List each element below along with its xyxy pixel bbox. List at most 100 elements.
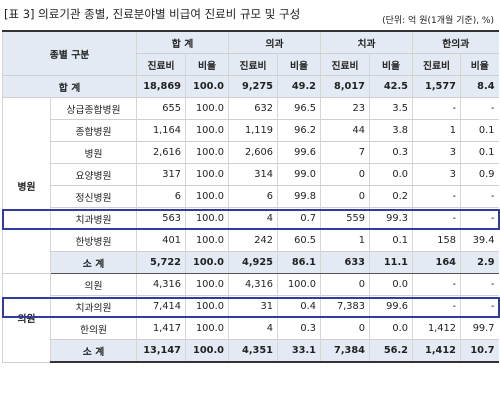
ratio-cell: - (459, 273, 499, 296)
ratio-cell: 39.4 (459, 229, 499, 252)
row-label: 병원 (50, 141, 137, 164)
header-sub-ratio: 비율 (277, 53, 321, 76)
row-label: 종합병원 (50, 119, 137, 142)
clinic-group-label: 의원 (2, 273, 51, 363)
cost-cell: 13,147 (136, 339, 186, 363)
cost-cell: - (412, 273, 461, 296)
cost-cell: 4,925 (228, 251, 278, 274)
row-label: 요양병원 (50, 163, 137, 186)
cost-cell: 9,275 (228, 75, 278, 98)
ratio-cell: 100.0 (185, 339, 229, 363)
ratio-cell: 0.0 (369, 273, 413, 296)
ratio-cell: - (459, 97, 499, 120)
row-label: 합 계 (2, 75, 137, 98)
ratio-cell: 100.0 (185, 75, 229, 98)
ratio-cell: 100.0 (185, 273, 229, 296)
header-group-oriental: 한의과 (411, 30, 499, 54)
cost-cell: 3 (412, 163, 461, 186)
ratio-cell: 96.5 (277, 97, 321, 120)
ratio-cell: 8.4 (459, 75, 499, 98)
ratio-cell: 100.0 (185, 119, 229, 142)
subtotal-row: 소 계 5,722 100.0 4,925 86.1 633 11.1 164 2.9 (3, 251, 499, 274)
table-row: 한의원 1,417 100.0 4 0.3 0 0.0 1,412 99.7 (3, 317, 499, 340)
table-row: 의원 의원 4,316 100.0 4,316 100.0 0 0.0- - (2, 273, 499, 363)
row-label: 상급종합병원 (50, 97, 137, 120)
cost-cell: 0 (320, 273, 370, 296)
row-label: 정신병원 (50, 185, 137, 208)
unit-note: (단위: 억 원(1개월 기준), %) (382, 16, 494, 26)
cost-cell: 2,606 (228, 141, 278, 164)
ratio-cell: 49.2 (277, 75, 321, 98)
cost-cell: 4,351 (228, 339, 278, 363)
cost-cell: 18,869 (136, 75, 186, 98)
cost-cell: 3 (412, 141, 461, 164)
ratio-cell: 60.5 (277, 229, 321, 252)
cost-cell: 4,316 (136, 273, 186, 296)
row-label: 소 계 (50, 251, 137, 274)
table-caption: [표 3] 의료기관 종별, 진료분야별 비급여 진료비 규모 및 구성 (4, 7, 301, 21)
table-row: 치과병원 563 100.0 4 0.7 559 99.3- - (3, 207, 499, 230)
cost-cell: 1,412 (412, 317, 461, 340)
cost-cell: 44 (320, 119, 370, 142)
cost-cell: 632 (228, 97, 278, 120)
row-label: 소 계 (50, 339, 137, 363)
cost-cell: 0 (320, 185, 370, 208)
ratio-cell: 0.9 (459, 163, 499, 186)
header-sub-ratio: 비율 (185, 53, 229, 76)
cost-cell: 1 (412, 119, 461, 142)
cost-cell: 1,119 (228, 119, 278, 142)
ratio-cell: 100.0 (185, 317, 229, 340)
header-sub-cost: 진료비 (228, 53, 278, 76)
ratio-cell: 0.3 (277, 317, 321, 340)
cost-cell: 317 (136, 163, 186, 186)
cost-cell: 655 (136, 97, 186, 120)
ratio-cell: 0.1 (369, 229, 413, 252)
header-category: 종별 구분 (2, 30, 137, 76)
ratio-cell: 99.6 (277, 141, 321, 164)
table-row: 병원 상급종합병원 655 100.0 632 96.5 23 3.5- - (2, 97, 499, 274)
cost-cell: 6 (136, 185, 186, 208)
ratio-cell: 100.0 (185, 229, 229, 252)
ratio-cell: 86.1 (277, 251, 321, 274)
ratio-cell: 100.0 (185, 163, 229, 186)
cost-table: 종별 구분 합 계 의과 치과 한의과 진료비 비율 진료비 비율 진료비 비율… (2, 30, 499, 363)
cost-cell: 1 (320, 229, 370, 252)
ratio-cell: 3.8 (369, 119, 413, 142)
ratio-cell: 96.2 (277, 119, 321, 142)
header-sub-cost: 진료비 (412, 53, 461, 76)
cost-cell: 6 (228, 185, 278, 208)
cost-cell: 7 (320, 141, 370, 164)
row-label: 한의원 (50, 317, 137, 340)
cost-cell: 7,384 (320, 339, 370, 363)
header-sub-ratio: 비율 (459, 53, 499, 76)
table-row: 한방병원 401 100.0 242 60.5 1 0.1 158 39.4 (3, 229, 499, 252)
ratio-cell: 100.0 (185, 185, 229, 208)
header-group-total: 합 계 (136, 30, 229, 54)
ratio-cell: 99.8 (277, 185, 321, 208)
subtotal-row: 소 계 13,147 100.0 4,351 33.1 7,384 56.2 1,412 10.… (3, 339, 499, 363)
hospital-group-label: 병원 (2, 97, 51, 274)
cost-cell: 314 (228, 163, 278, 186)
ratio-cell: 42.5 (369, 75, 413, 98)
cost-cell: - (412, 185, 461, 208)
cost-cell: 1,412 (412, 339, 461, 363)
cost-cell: 0 (320, 317, 370, 340)
table-row: 정신병원 6 100.0 6 99.8 0 0.2- - (3, 185, 499, 208)
header-row-sub: 진료비 비율 진료비 비율 진료비 비율 진료비 비율 (3, 53, 499, 76)
table-row: 종합병원 1,164 100.0 1,119 96.2 44 3.8 1 0.1 (3, 119, 499, 142)
cost-cell: 158 (412, 229, 461, 252)
ratio-cell: 0.0 (369, 317, 413, 340)
cost-cell: 1,577 (412, 75, 461, 98)
cost-cell: - (412, 97, 461, 120)
ratio-cell: 0.2 (369, 185, 413, 208)
row-label: 의원 (50, 273, 137, 296)
cost-cell: 4,316 (228, 273, 278, 296)
cost-cell: 1,164 (136, 119, 186, 142)
table-row: 요양병원 317 100.0 314 99.0 0 0.0 3 0.9 (3, 163, 499, 186)
ratio-cell: 10.7 (459, 339, 499, 363)
ratio-cell: - (459, 185, 499, 208)
cost-cell: 0 (320, 163, 370, 186)
total-row: 합 계 18,869 100.0 9,275 49.2 8,017 42.5 1,577 8.4 (2, 75, 499, 98)
cost-cell: 4 (228, 317, 278, 340)
ratio-cell: 100.0 (277, 273, 321, 296)
